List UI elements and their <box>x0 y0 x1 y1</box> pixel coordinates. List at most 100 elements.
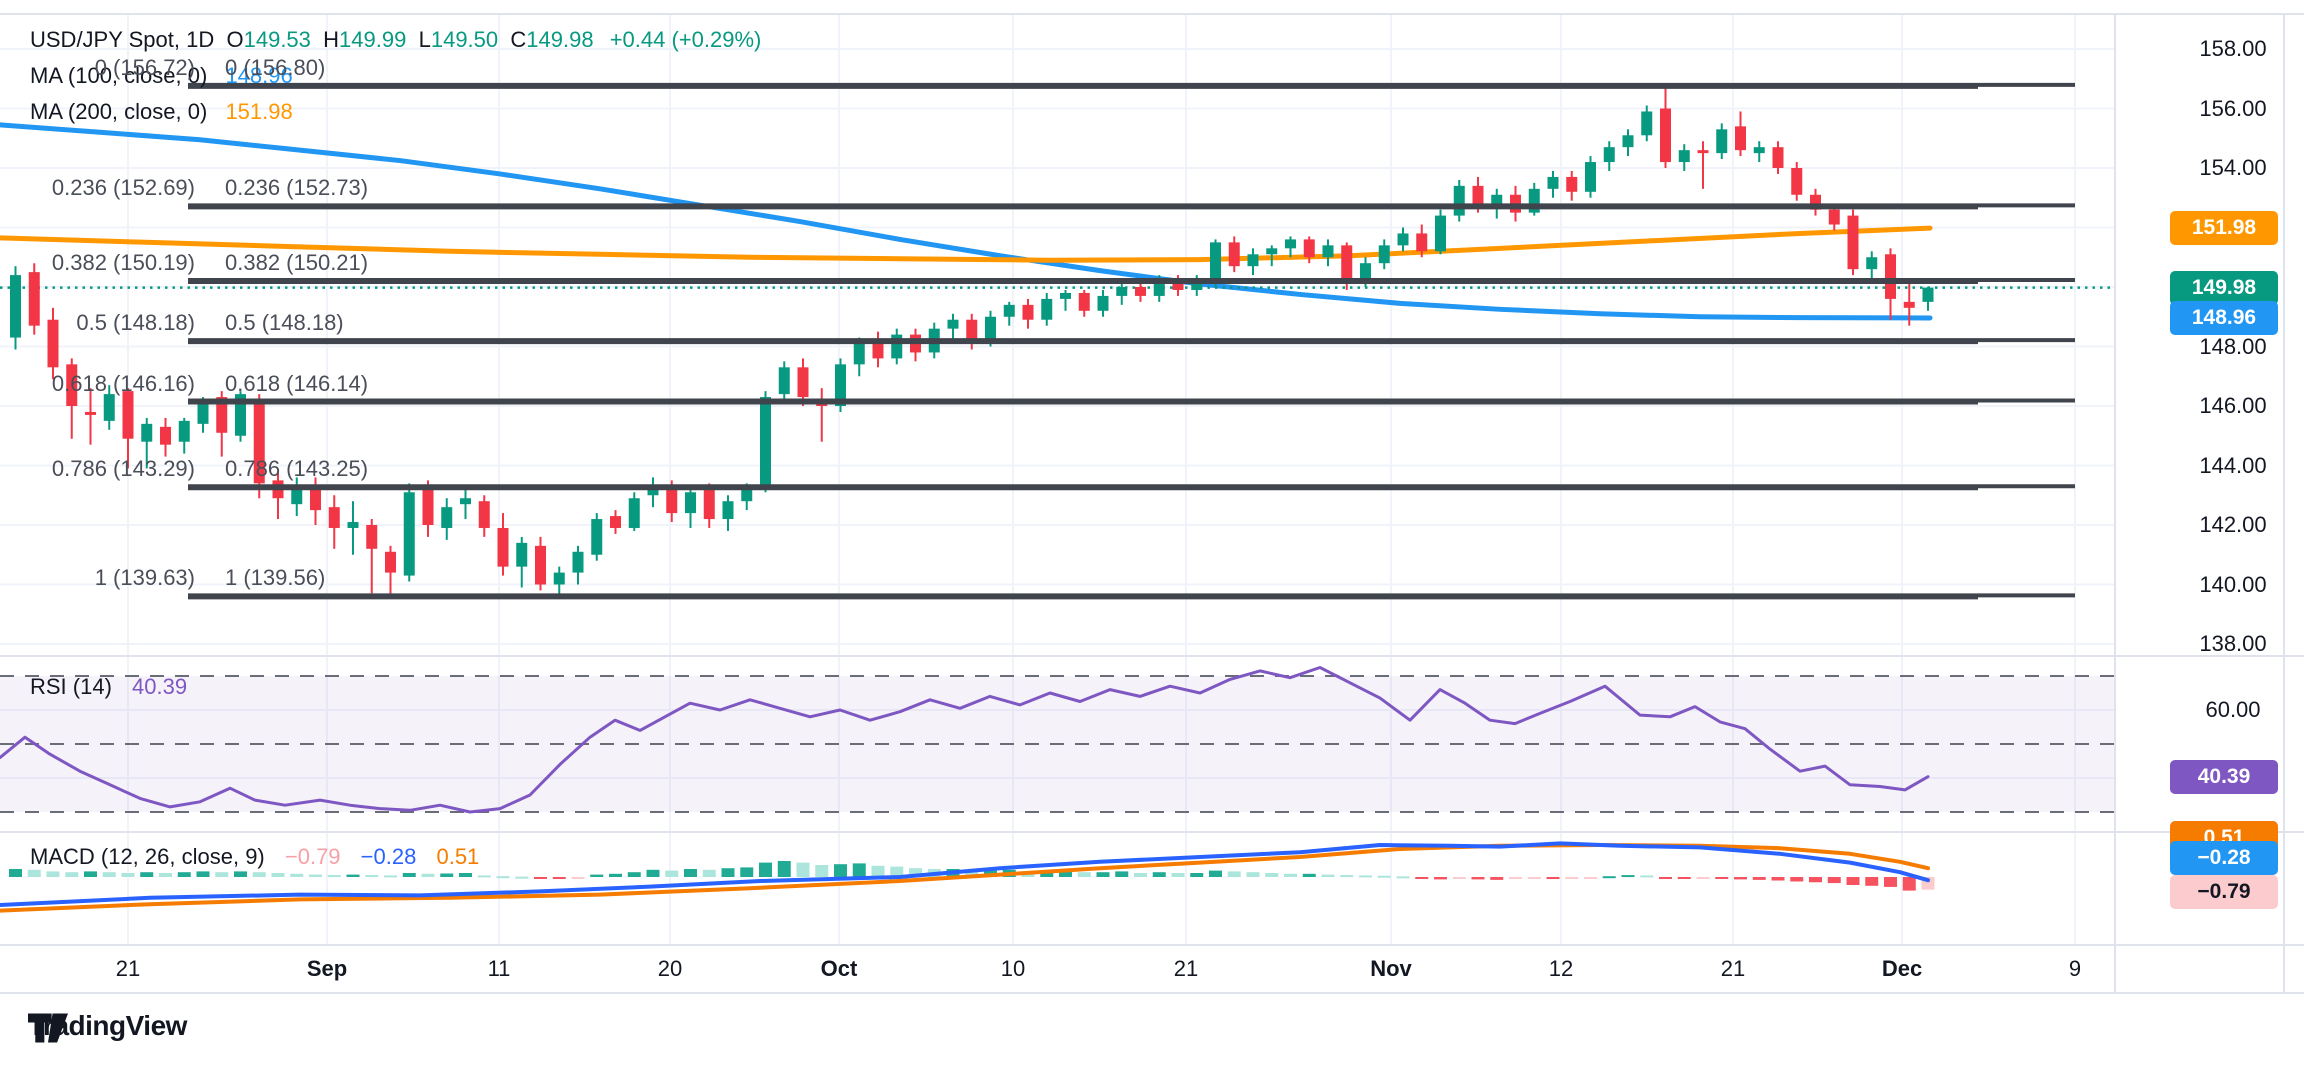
rsi-legend-row[interactable]: RSI (14) 40.39 <box>30 674 187 700</box>
candle-body <box>1566 176 1578 192</box>
macd-histogram-bar <box>327 875 341 878</box>
candle-body <box>47 319 59 368</box>
macd-histogram-bar <box>1734 877 1747 880</box>
macd-histogram-bar <box>609 873 622 877</box>
time-tick-label: 21 <box>1173 956 1199 981</box>
ohlc-low: L149.50 <box>418 27 499 52</box>
fib-label-left[interactable]: 0 (156.72) <box>94 54 195 80</box>
price-tick-label: 148.00 <box>2199 333 2267 359</box>
macd-histogram-bar <box>1452 877 1466 879</box>
price-value-badge: 149.98 <box>2170 270 2278 305</box>
candle-body <box>85 411 96 415</box>
price-tick-label: 138.00 <box>2199 631 2267 656</box>
macd-line <box>0 841 1930 907</box>
candle-body <box>10 275 21 338</box>
candle-body <box>328 507 340 528</box>
fib-label-left[interactable]: 0.786 (143.29) <box>51 456 195 482</box>
ma200-value: 151.98 <box>225 99 293 124</box>
macd-histogram-bar <box>140 872 154 877</box>
symbol-title: USD/JPY Spot, 1D <box>30 27 215 52</box>
macd-histogram-bar <box>852 863 866 877</box>
macd-histogram-bar <box>871 865 885 877</box>
candle-body <box>572 551 584 573</box>
candle-body <box>1772 147 1784 168</box>
ma100-legend-row[interactable]: MA (100, close, 0) 148.96 <box>30 63 293 89</box>
ma200-legend-row[interactable]: MA (200, close, 0) 151.98 <box>30 99 293 125</box>
macd-signal-value: 0.51 <box>436 844 480 869</box>
fib-label-right[interactable]: 0.618 (146.14) <box>225 370 369 396</box>
time-tick-label: 20 <box>657 956 683 981</box>
macd-histogram-bar <box>1584 877 1597 879</box>
tradingview-logo-icon <box>28 1013 68 1043</box>
ma200-line <box>0 225 1933 263</box>
candle-body <box>1660 108 1671 163</box>
macd-histogram-bar <box>84 871 97 877</box>
candle-body <box>610 516 621 528</box>
fib-label-right[interactable]: 0 (156.80) <box>225 54 326 80</box>
macd-histogram-bar <box>1771 877 1785 881</box>
candle-body <box>253 400 265 484</box>
price-tick-label: 144.00 <box>2199 452 2267 478</box>
candle-body <box>1922 287 1934 302</box>
time-tick-label: Oct <box>820 956 858 981</box>
candle-body <box>403 492 415 576</box>
candle-body <box>628 498 640 528</box>
candle-body <box>1285 239 1296 249</box>
fib-label-left[interactable]: 1 (139.63) <box>94 565 195 591</box>
ohlc-high: H149.99 <box>323 27 407 52</box>
symbol-legend-row[interactable]: USD/JPY Spot, 1D O149.53 H149.99 L149.50… <box>30 27 761 53</box>
macd-histogram-bar <box>252 872 266 877</box>
price-tick-label: 142.00 <box>2199 512 2267 537</box>
fib-label-right[interactable]: 1 (139.56) <box>225 565 326 591</box>
candle-body <box>1022 304 1034 320</box>
macd-legend-row[interactable]: MACD (12, 26, close, 9) −0.79 −0.28 0.51 <box>30 844 479 870</box>
candle-body <box>1585 162 1596 192</box>
ohlc-open: O149.53 <box>226 27 311 52</box>
macd-histogram-bar <box>1509 877 1522 879</box>
fib-label-left[interactable]: 0.382 (150.19) <box>51 250 195 276</box>
ma100-value: 148.96 <box>225 63 293 88</box>
macd-histogram-bar <box>440 873 454 877</box>
candle-body <box>1060 292 1071 299</box>
fib-label-right[interactable]: 0.5 (148.18) <box>225 310 344 336</box>
candle-body <box>666 486 678 514</box>
macd-histogram-bar <box>1340 875 1354 878</box>
macd-histogram-bar <box>1265 873 1279 877</box>
time-tick-label: Sep <box>306 956 348 981</box>
candle-body <box>1435 215 1446 252</box>
macd-histogram-bar <box>159 873 172 877</box>
candle-body <box>1322 245 1334 258</box>
candle-body <box>66 364 78 406</box>
candle-body <box>1266 248 1278 255</box>
fib-label-right[interactable]: 0.786 (143.25) <box>225 456 369 482</box>
fib-label-left[interactable]: 0.618 (146.16) <box>51 370 195 396</box>
macd-histogram-bar <box>1471 877 1485 880</box>
macd-histogram-bar <box>1696 877 1710 879</box>
macd-histogram-bar <box>177 872 191 877</box>
candle-body <box>966 319 978 341</box>
candle-body <box>703 489 715 520</box>
macd-histogram-bar <box>1546 877 1560 879</box>
tradingview-logo[interactable]: TradingView <box>28 1010 187 1043</box>
macd-histogram-bar <box>1865 877 1879 886</box>
fib-label-right[interactable]: 0.236 (152.73) <box>225 175 369 201</box>
candle-body <box>741 489 753 502</box>
macd-histogram-bar <box>27 869 41 877</box>
candle-body <box>1210 242 1221 282</box>
fib-label-right[interactable]: 0.382 (150.21) <box>225 250 369 276</box>
candle-body <box>891 334 903 359</box>
time-tick-label: 11 <box>487 956 511 981</box>
candle-body <box>1397 233 1409 246</box>
candle-body <box>1678 150 1690 163</box>
macd-histogram-bar <box>1171 873 1185 877</box>
macd-histogram-bar <box>721 868 735 877</box>
price-value-badge: 148.96 <box>2170 300 2278 335</box>
candle-body <box>516 542 528 567</box>
fib-label-left[interactable]: 0.236 (152.69) <box>51 175 195 201</box>
fib-label-left[interactable]: 0.5 (148.18) <box>76 310 195 336</box>
candle-body <box>760 397 771 487</box>
macd-signal-line <box>0 843 1930 913</box>
candle-body <box>591 519 603 555</box>
